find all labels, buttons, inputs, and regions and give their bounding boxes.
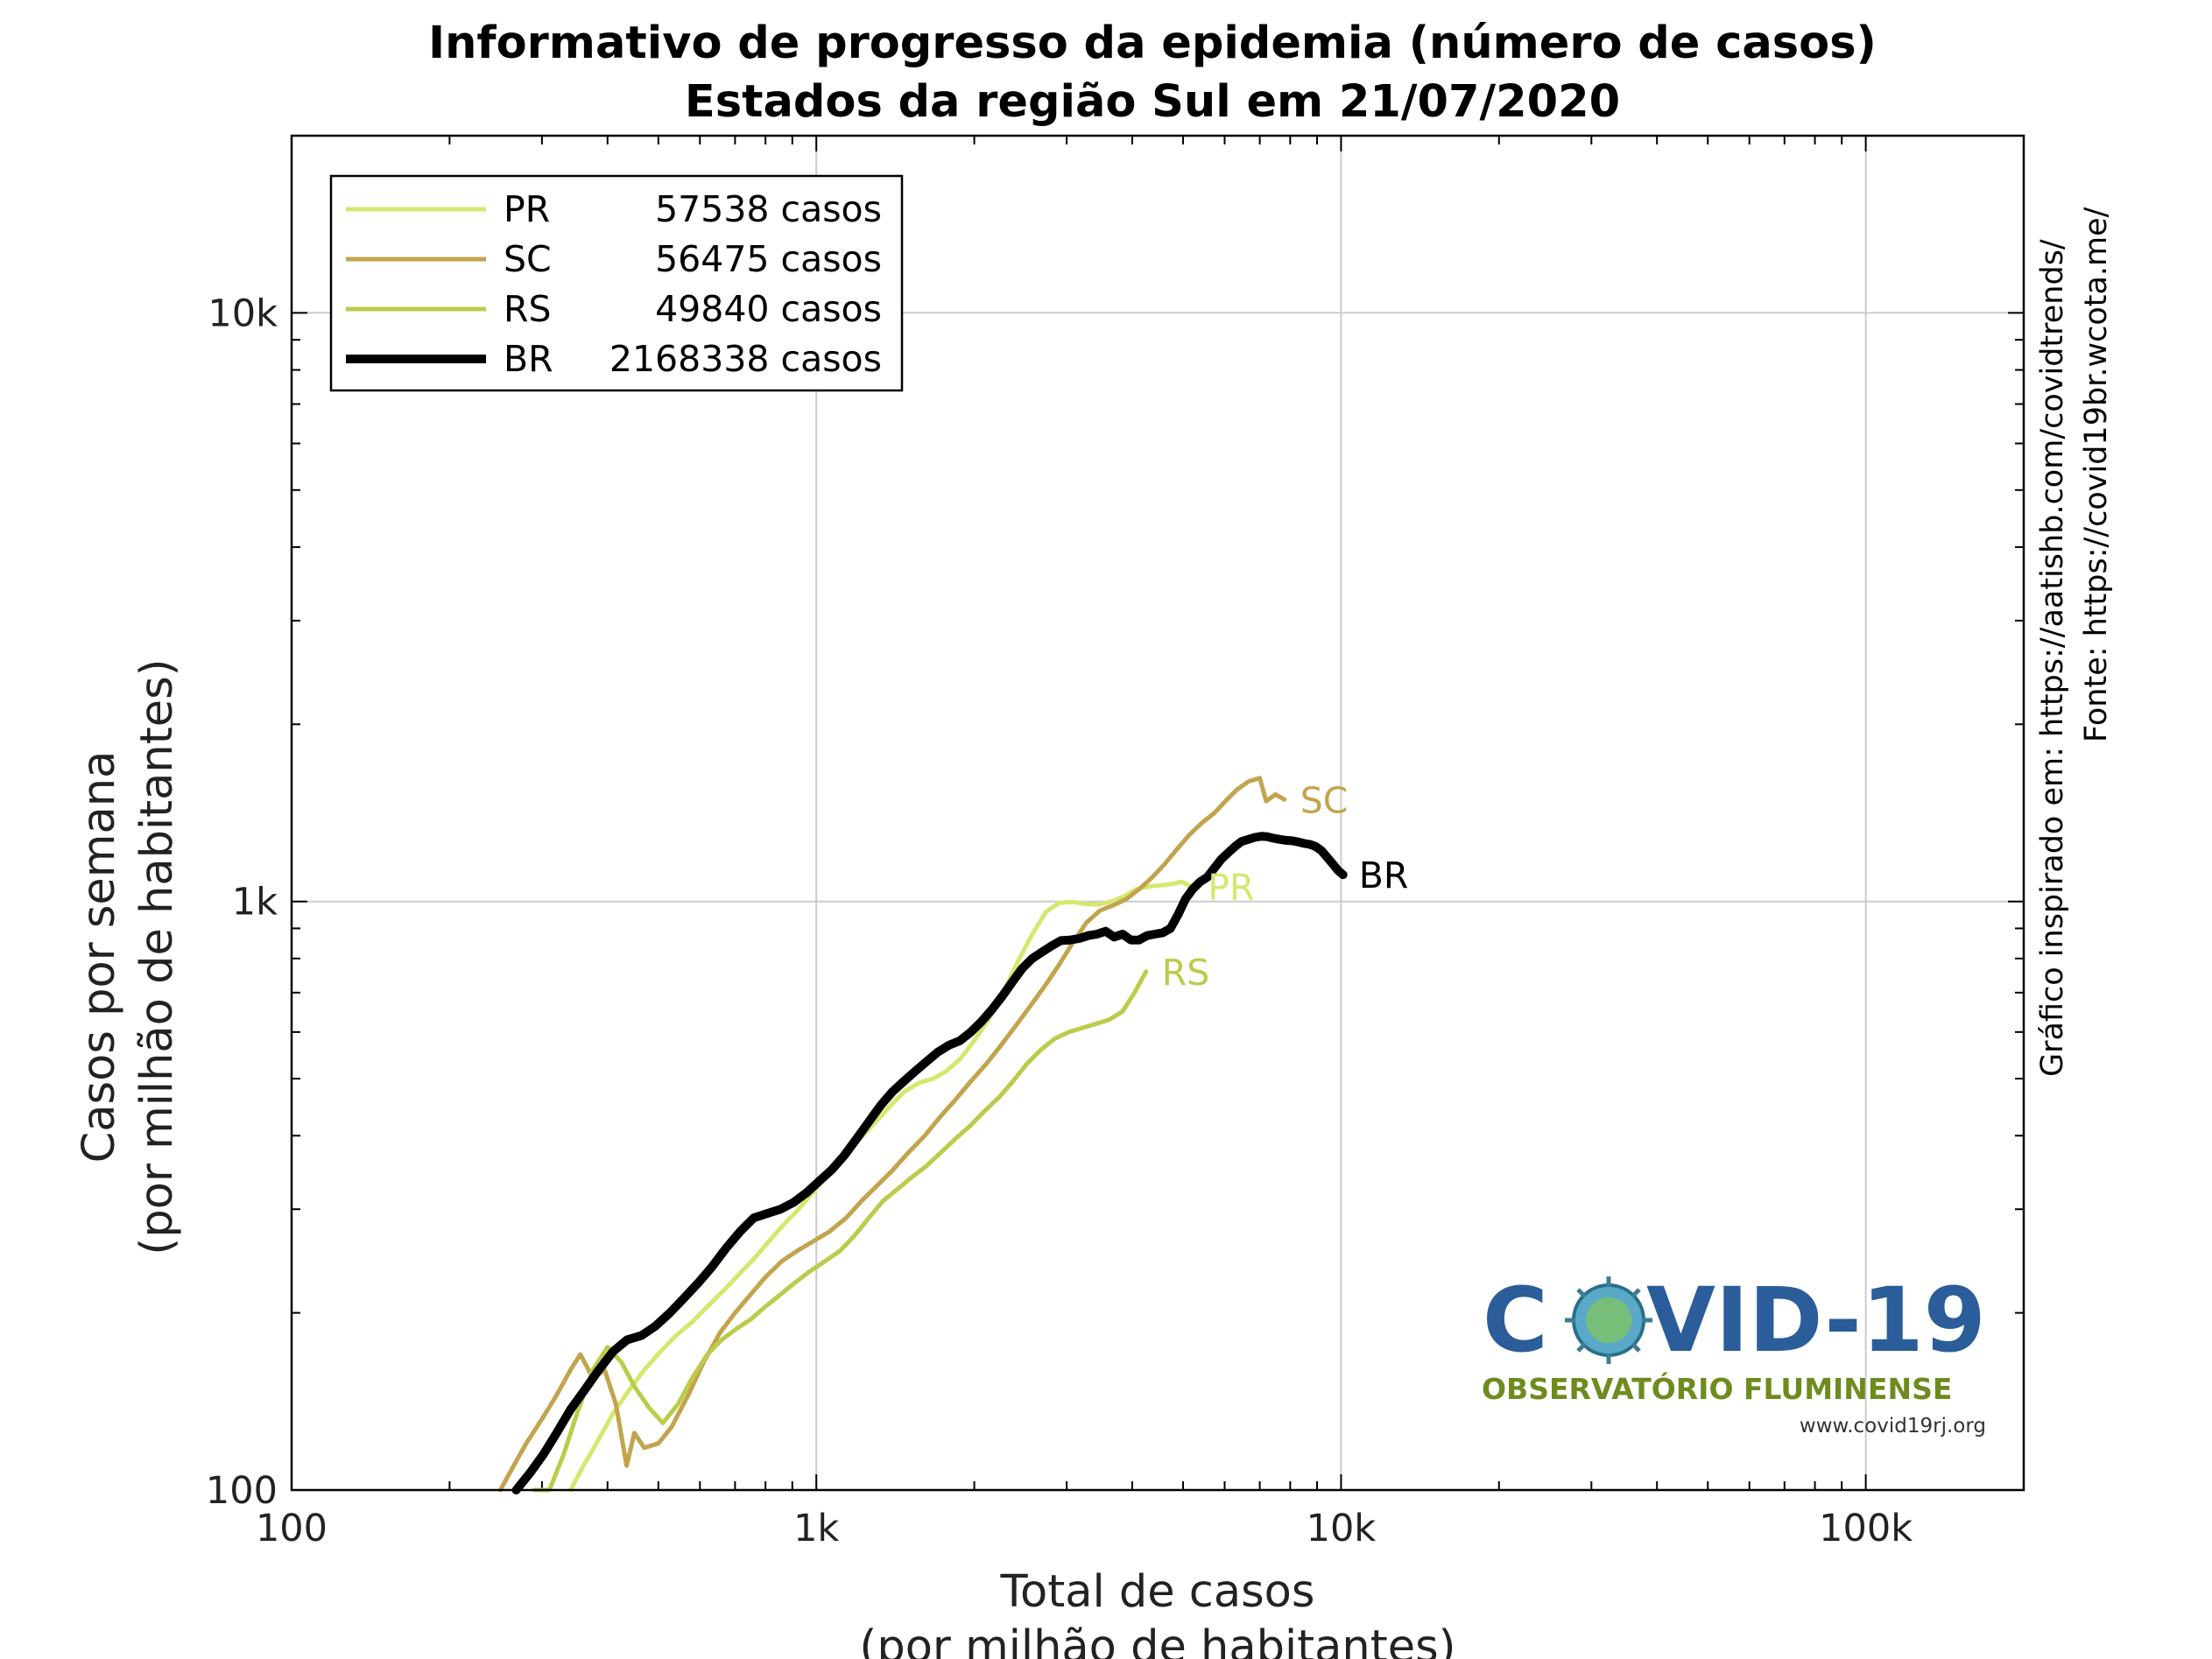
series-lines: [497, 776, 1348, 1494]
end-label-br: BR: [1359, 854, 1409, 896]
y-tick-label: 100: [206, 1469, 278, 1513]
side-note-inspiration: Gráfico inspirado em: https://aatishb.co…: [2035, 239, 2070, 1077]
minor-ticks: [291, 135, 2025, 1491]
y-axis-label-line2: (por milhão de habitantes): [131, 658, 183, 1255]
logo-title-rest: VID-19: [1646, 1269, 1986, 1373]
y-tick-label: 1k: [232, 881, 278, 924]
virus-icon: [1565, 1276, 1652, 1364]
logo-title-c: C: [1483, 1269, 1548, 1373]
end-label-sc: SC: [1300, 779, 1349, 821]
chart-subtitle: Estados da região Sul em 21/07/2020: [685, 76, 1620, 128]
series-line-sc: [497, 776, 1287, 1493]
side-note-source: Fonte: https://covid19br.wcota.me/: [2079, 207, 2114, 742]
series-line-pr: [568, 879, 1194, 1493]
plot-frame: [290, 134, 2025, 1492]
logo-subtitle: OBSERVATÓRIO FLUMINENSE: [1482, 1371, 1952, 1406]
x-axis-label-line1: Total de casos: [1000, 1566, 1315, 1618]
y-axis-label-line1: Casos por semana: [74, 751, 125, 1163]
logo-url: www.covid19rj.org: [1800, 1415, 1986, 1438]
legend-count-pr: 57538 casos: [655, 188, 882, 230]
x-tick-label: 1k: [793, 1507, 839, 1550]
legend-count-sc: 56475 casos: [655, 238, 882, 280]
x-tick-label: 100k: [1819, 1507, 1913, 1550]
end-label-pr: PR: [1208, 867, 1254, 909]
y-tick-label: 10k: [208, 292, 278, 335]
tick-labels: 100 1k 10k 100k 100 1k 10k: [206, 292, 1913, 1550]
series-line-rs: [532, 969, 1149, 1493]
end-label-rs: RS: [1162, 952, 1210, 994]
x-axis-label-line2: (por milhão de habitantes): [859, 1621, 1455, 1659]
x-tick-label: 100: [256, 1507, 328, 1550]
legend-name-rs: RS: [504, 288, 552, 330]
x-tick-label: 10k: [1307, 1507, 1377, 1550]
covid19-observatorio-logo: C VID-19 OBSERVATÓRIO FLUMINENSE www.cov…: [1482, 1269, 1986, 1438]
legend-count-br: 2168338 casos: [609, 338, 882, 380]
series-end-labels: PR SC RS BR: [1162, 779, 1409, 994]
legend-count-rs: 49840 casos: [655, 288, 882, 330]
legend-name-br: BR: [504, 338, 553, 380]
legend-name-pr: PR: [504, 188, 550, 230]
legend: PR 57538 casos SC 56475 casos RS 49840 c…: [329, 174, 904, 392]
legend-name-sc: SC: [504, 238, 552, 280]
chart-title: Informativo de progresso da epidemia (nú…: [428, 18, 1877, 69]
series-line-br: [511, 832, 1348, 1494]
